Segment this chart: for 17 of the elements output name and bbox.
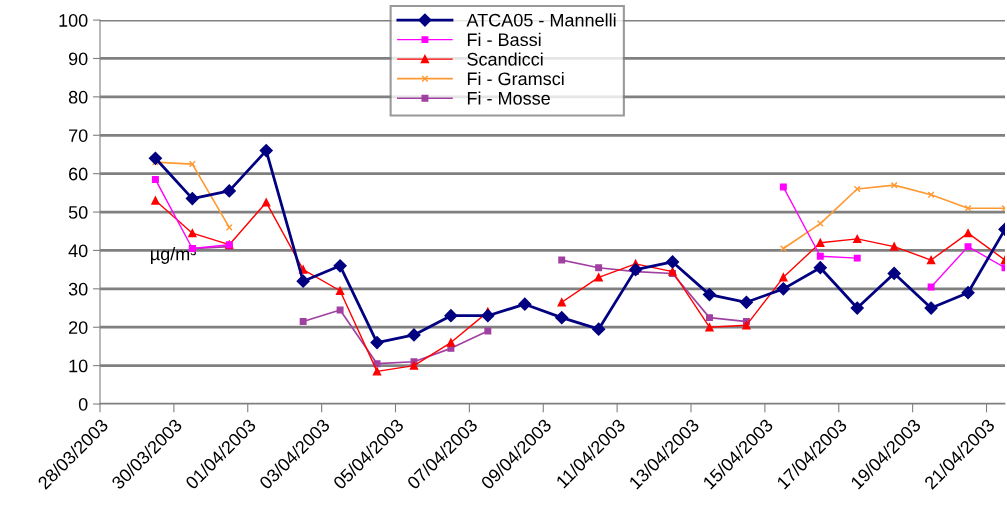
y-tick-label: 30 [68,282,88,296]
y-tick-label: 80 [68,90,88,104]
y-tick-label: 0 [78,397,88,411]
y-tick-label: 60 [69,167,88,181]
y-tick-label: 10 [69,359,88,373]
y-axis-title: µg/m³ [151,247,196,264]
legend-label: Fi - Gramsci [467,71,564,86]
legend-label: ATCA05 - Mannelli [466,13,616,27]
legend-label: Fi - Bassi [467,32,541,47]
y-tick-label: 50 [68,205,88,219]
y-tick-label: 100 [59,14,88,27]
y-tick-label: 40 [68,244,88,258]
y-tick-label: 90 [68,52,88,66]
y-tick-label: 20 [69,321,88,334]
legend-label: Fi - Mosse [467,91,550,105]
legend-label: Scandicci [467,52,543,66]
y-tick-label: 70 [69,129,88,142]
